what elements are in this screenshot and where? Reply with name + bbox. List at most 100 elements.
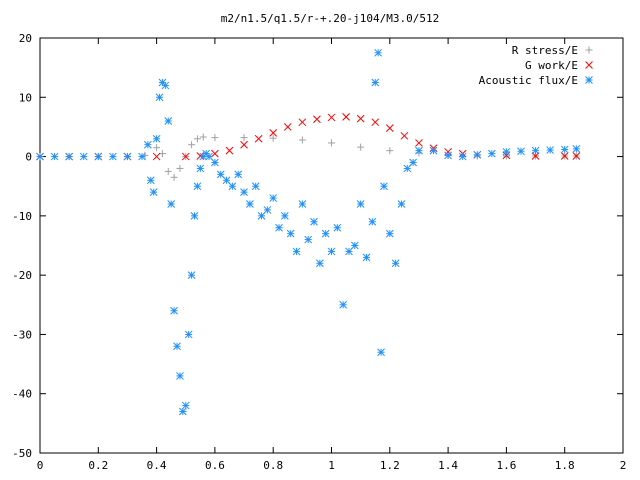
data-point [380, 182, 388, 191]
legend: R stress/E G work/E Acoustic flux/E [479, 44, 593, 87]
data-point [315, 259, 324, 268]
data-point [328, 139, 335, 147]
x-tick-label: 0.2 [88, 459, 108, 472]
legend-label: G work/E [525, 59, 578, 72]
y-tick-label: -20 [12, 269, 32, 282]
data-point [164, 117, 173, 125]
data-point [356, 200, 365, 208]
chart-title: m2/n1.5/q1.5/r-+.20-j104/M3.0/512 [221, 12, 440, 25]
data-point [333, 223, 342, 232]
y-tick-label: 0 [25, 151, 32, 164]
data-point [94, 152, 103, 161]
data-point [50, 152, 59, 161]
data-point [269, 194, 278, 202]
data-point [292, 247, 301, 256]
data-point [240, 134, 248, 142]
data-point [152, 134, 161, 143]
data-point [36, 152, 44, 161]
data-point [415, 146, 423, 155]
data-point [356, 114, 365, 123]
data-point [149, 188, 158, 196]
data-point [444, 147, 452, 156]
legend-marker [585, 61, 593, 69]
data-point [403, 164, 412, 173]
data-point [205, 152, 213, 161]
data-point [257, 212, 266, 220]
y-tick-label: 20 [19, 32, 32, 45]
data-point [458, 152, 467, 161]
data-point [240, 188, 248, 196]
data-point [298, 136, 306, 144]
data-point [176, 164, 184, 172]
data-point [429, 146, 438, 155]
data-point [473, 150, 482, 159]
x-tick-label: 0.8 [263, 459, 283, 472]
data-point [310, 217, 318, 226]
data-point [196, 164, 205, 173]
data-point [65, 152, 74, 161]
data-point [409, 158, 417, 167]
x-tick-label: 1.8 [555, 459, 575, 472]
data-point [327, 247, 336, 256]
data-point [572, 145, 581, 153]
data-point [298, 200, 307, 208]
data-point [254, 134, 263, 143]
x-tick-label: 0.4 [147, 459, 167, 472]
data-point [327, 113, 336, 122]
data-point [79, 152, 88, 161]
series-layer [36, 48, 581, 416]
data-point [187, 271, 196, 279]
x-tick-label: 1.4 [438, 459, 458, 472]
data-point [415, 139, 423, 147]
data-point [193, 182, 202, 191]
data-point [170, 173, 178, 181]
data-point [211, 158, 219, 167]
data-point [216, 170, 225, 179]
x-tick-label: 0 [37, 459, 44, 472]
data-point [184, 330, 193, 339]
data-point [123, 152, 132, 161]
data-point [181, 152, 190, 161]
data-point [377, 348, 385, 357]
legend-label: R stress/E [512, 44, 578, 57]
data-point [313, 115, 321, 124]
data-point [164, 167, 172, 175]
data-point [190, 212, 199, 220]
data-point [397, 200, 406, 208]
data-point [176, 372, 184, 380]
x-tick-label: 1 [328, 459, 335, 472]
data-point [517, 147, 525, 156]
y-tick-label: -30 [12, 328, 32, 341]
data-point [269, 134, 277, 142]
data-point [385, 229, 394, 238]
data-point [240, 140, 248, 149]
data-point [181, 401, 190, 410]
data-point [234, 170, 243, 179]
data-point [572, 152, 581, 160]
data-point [246, 200, 254, 208]
data-point [283, 123, 292, 131]
data-point [286, 229, 295, 238]
data-point [342, 112, 350, 121]
data-point [155, 93, 164, 102]
data-point [211, 134, 219, 142]
data-point [546, 146, 554, 154]
data-point [444, 151, 452, 160]
legend-marker [585, 76, 593, 84]
legend-label: Acoustic flux/E [479, 74, 578, 87]
data-point [560, 152, 569, 160]
data-point [371, 78, 380, 87]
x-tick-label: 1.2 [380, 459, 400, 472]
data-point [199, 133, 207, 141]
series-2 [36, 48, 581, 416]
data-point [385, 124, 394, 132]
data-point [502, 151, 511, 160]
data-point [487, 149, 496, 158]
data-point [170, 306, 178, 315]
plot-frame [39, 37, 624, 454]
data-point [400, 131, 409, 140]
data-point [391, 259, 400, 268]
data-point [531, 146, 540, 155]
data-point [321, 229, 330, 238]
